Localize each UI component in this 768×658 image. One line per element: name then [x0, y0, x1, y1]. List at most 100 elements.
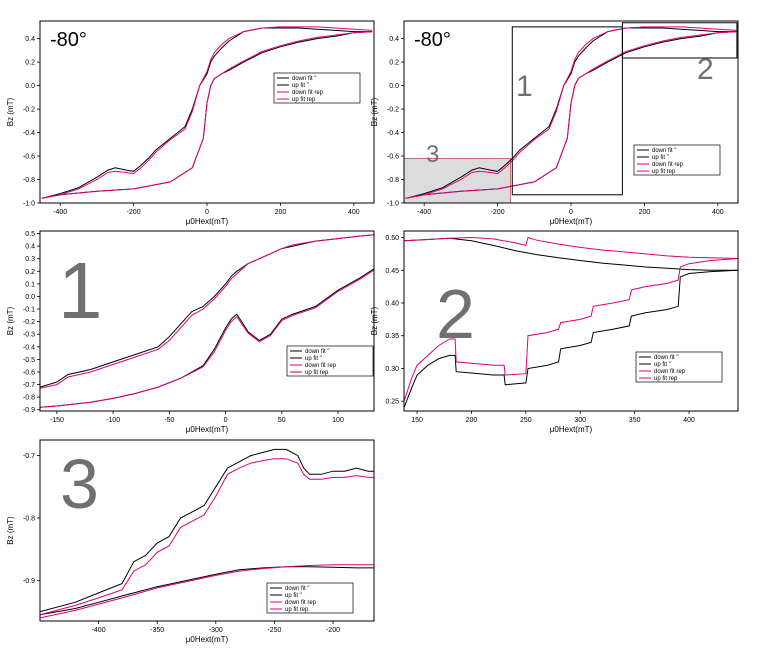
series-group — [40, 448, 374, 619]
legend-label: up fit " — [292, 83, 309, 89]
y-tick-label: -0.6 — [387, 154, 399, 161]
x-axis-label: μ0Hext(mT) — [550, 425, 593, 434]
y-tick-label: 0.40 — [385, 301, 399, 308]
series-group — [40, 234, 374, 408]
panel-annotation: 1 — [58, 246, 103, 335]
series-line-1 — [40, 234, 374, 388]
legend-label: up fit rep — [305, 370, 329, 376]
legend-label: down fit " — [654, 355, 678, 361]
legend-label: down fit rep — [652, 162, 684, 168]
y-tick-label: -1.0 — [23, 201, 35, 208]
plot-frame — [39, 439, 375, 622]
series-line-3 — [40, 234, 374, 389]
series-group — [404, 236, 738, 408]
panel-annotation: 3 — [60, 445, 99, 523]
y-axis-label: Bz (mT) — [6, 97, 15, 126]
legend-label: down fit " — [285, 586, 309, 592]
x-tick-label: 0 — [569, 209, 573, 216]
x-tick-label: -350 — [150, 627, 164, 634]
y-tick-label: -0.7 — [23, 382, 35, 389]
y-tick-label: 0.30 — [385, 366, 399, 373]
legend-label: down fit rep — [292, 90, 324, 96]
y-tick-label: -0.8 — [23, 395, 35, 402]
y-axis-label: Bz (mT) — [6, 516, 15, 545]
plot-frame — [403, 230, 739, 412]
series-line-4 — [41, 31, 373, 199]
y-tick-label: -0.3 — [23, 332, 35, 339]
y-tick-label: -0.4 — [387, 130, 399, 137]
legend-label: up fit " — [654, 362, 671, 368]
y-tick-label: 0.2 — [389, 60, 399, 67]
series-line-4 — [40, 269, 374, 408]
x-tick-label: 50 — [278, 417, 286, 424]
zoom-box-label-2: 2 — [697, 53, 714, 86]
legend-label: down fit " — [305, 349, 329, 355]
y-tick-label: -0.2 — [387, 107, 399, 114]
y-tick-label: 0.35 — [385, 333, 399, 340]
x-tick-label: 150 — [411, 417, 423, 424]
legend-label: up fit " — [305, 356, 322, 362]
x-tick-label: 200 — [466, 417, 478, 424]
panel-middle-left: -150 -100 -50 0 50 100 -0.9 -0.8 -0.7 -0.6 -0.5 -0.… — [6, 230, 375, 434]
x-tick-label: 400 — [683, 417, 695, 424]
y-tick-label: 0.4 — [25, 244, 35, 251]
plot-frame — [39, 230, 375, 412]
panel-top-left: -400 -200 0 200 400 -1.0 -0.8 -0.6 -0.4 -0.2 0.0 0.… — [6, 20, 375, 226]
series-line-3 — [404, 236, 738, 259]
y-tick-label: -0.8 — [387, 177, 399, 184]
series-line-2 — [404, 269, 738, 408]
legend-label: down fit rep — [285, 600, 317, 606]
x-tick-label: -200 — [326, 627, 340, 634]
legend-label: up fit " — [652, 155, 669, 161]
y-axis-label: Bz (mT) — [370, 97, 379, 126]
zoom-box-label-3: 3 — [426, 141, 439, 168]
x-axis-label: μ0Hext(mT) — [550, 217, 593, 226]
x-tick-label: 400 — [712, 209, 724, 216]
y-tick-label: 0.5 — [25, 231, 35, 238]
x-axis-label: μ0Hext(mT) — [186, 217, 229, 226]
x-tick-label: 200 — [275, 209, 287, 216]
series-line-2 — [41, 31, 373, 199]
legend-label: up fit rep — [292, 97, 316, 103]
y-tick-label: -0.6 — [23, 369, 35, 376]
y-tick-label: -1.0 — [387, 201, 399, 208]
panel-top-right: -400 -200 0 200 400 -1.0 -0.8 -0.6 -0.4 -0.2 0.0 0.… — [370, 20, 739, 226]
y-axis-label: Bz (mT) — [370, 306, 379, 335]
y-tick-label: 0.3 — [25, 256, 35, 263]
x-tick-label: -400 — [53, 209, 67, 216]
y-tick-label: -0.4 — [23, 344, 35, 351]
legend-label: down fit rep — [654, 369, 686, 375]
series-line-3 — [40, 458, 374, 616]
panel-annotation: -80° — [414, 29, 451, 51]
legend-label: up fit rep — [654, 376, 678, 382]
series-line-4 — [404, 258, 738, 402]
series-line-3 — [41, 26, 373, 199]
x-tick-label: 300 — [574, 417, 586, 424]
x-tick-label: -400 — [92, 627, 106, 634]
x-tick-label: -200 — [491, 209, 505, 216]
y-tick-label: 0.45 — [385, 268, 399, 275]
zoom-box-label-1: 1 — [516, 70, 533, 103]
zoom-region-3 — [403, 157, 511, 204]
series-group — [405, 26, 737, 199]
zoom-box-1 — [511, 26, 623, 196]
y-tick-label: 0.2 — [25, 60, 35, 67]
x-tick-label: 200 — [639, 209, 651, 216]
x-tick-label: 350 — [629, 417, 641, 424]
legend-label: up fit " — [285, 593, 302, 599]
x-tick-label: -50 — [164, 417, 174, 424]
y-tick-label: -0.5 — [23, 357, 35, 364]
series-group — [41, 26, 373, 199]
y-tick-label: 0.1 — [25, 281, 35, 288]
y-tick-label: -0.1 — [23, 307, 35, 314]
y-tick-label: 0.0 — [389, 83, 399, 90]
y-tick-label: 0.0 — [25, 294, 35, 301]
x-tick-label: 0 — [224, 417, 228, 424]
x-tick-label: 250 — [520, 417, 532, 424]
series-line-4 — [40, 564, 374, 619]
panel-annotation: -80° — [50, 29, 87, 51]
x-tick-label: -250 — [267, 627, 281, 634]
